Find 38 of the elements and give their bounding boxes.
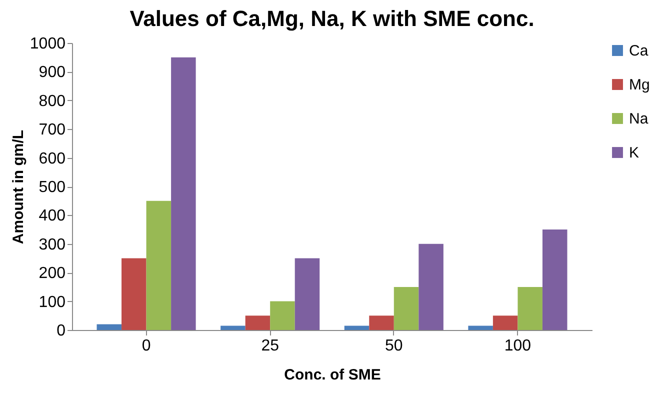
bar xyxy=(146,200,172,330)
bar xyxy=(468,326,493,330)
legend-label: Na xyxy=(629,110,649,128)
bar xyxy=(518,286,542,330)
bar xyxy=(122,258,146,330)
bar xyxy=(344,326,370,330)
y-tick-label: 700 xyxy=(38,122,66,139)
bar xyxy=(270,301,295,330)
x-axis-title: Conc. of SME xyxy=(284,366,381,384)
x-tick-label: 25 xyxy=(261,338,280,354)
y-tick-label: 1000 xyxy=(30,36,66,52)
bar xyxy=(394,286,419,330)
x-tick-label: 100 xyxy=(504,338,532,354)
y-tick-label: 800 xyxy=(38,92,66,110)
legend-label: K xyxy=(629,144,640,162)
bar xyxy=(542,230,568,330)
chart-title: Values of Ca,Mg, Na, K with SME conc. xyxy=(130,6,534,31)
y-tick-label: 200 xyxy=(38,265,66,282)
x-tick-label: 0 xyxy=(142,338,151,354)
legend-label: Mg xyxy=(629,76,650,94)
y-tick-label: 0 xyxy=(56,322,66,340)
y-tick-label: 900 xyxy=(38,64,66,82)
bar xyxy=(96,324,122,330)
y-tick-label: 600 xyxy=(38,150,66,168)
bar xyxy=(369,316,394,330)
bar xyxy=(492,316,518,330)
bar xyxy=(220,326,246,330)
bar xyxy=(418,244,444,330)
x-tick-label: 50 xyxy=(385,338,403,354)
y-axis-title: Amount in gm/L xyxy=(10,130,27,244)
y-tick-label: 400 xyxy=(38,208,66,225)
legend-label: Ca xyxy=(629,42,649,60)
bar xyxy=(294,258,320,330)
bar xyxy=(245,316,270,330)
y-tick-label: 100 xyxy=(38,294,66,311)
y-tick-label: 300 xyxy=(38,236,66,254)
y-tick-label: 500 xyxy=(38,179,66,196)
bar xyxy=(171,57,196,330)
